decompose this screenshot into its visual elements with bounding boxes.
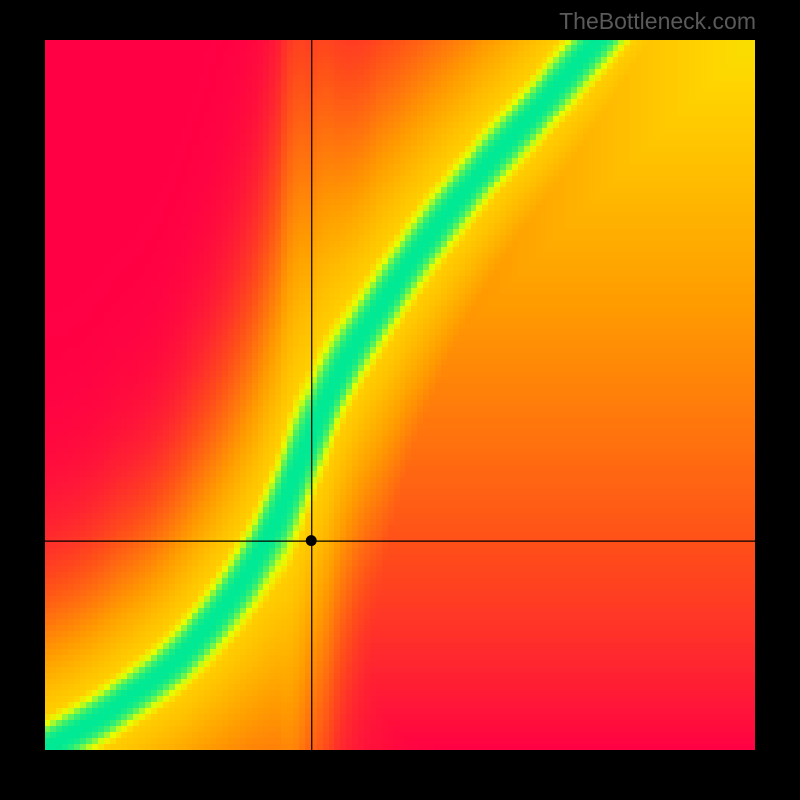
watermark-text: TheBottleneck.com bbox=[559, 8, 756, 35]
bottleneck-heatmap bbox=[45, 40, 755, 750]
chart-container: TheBottleneck.com bbox=[0, 0, 800, 800]
